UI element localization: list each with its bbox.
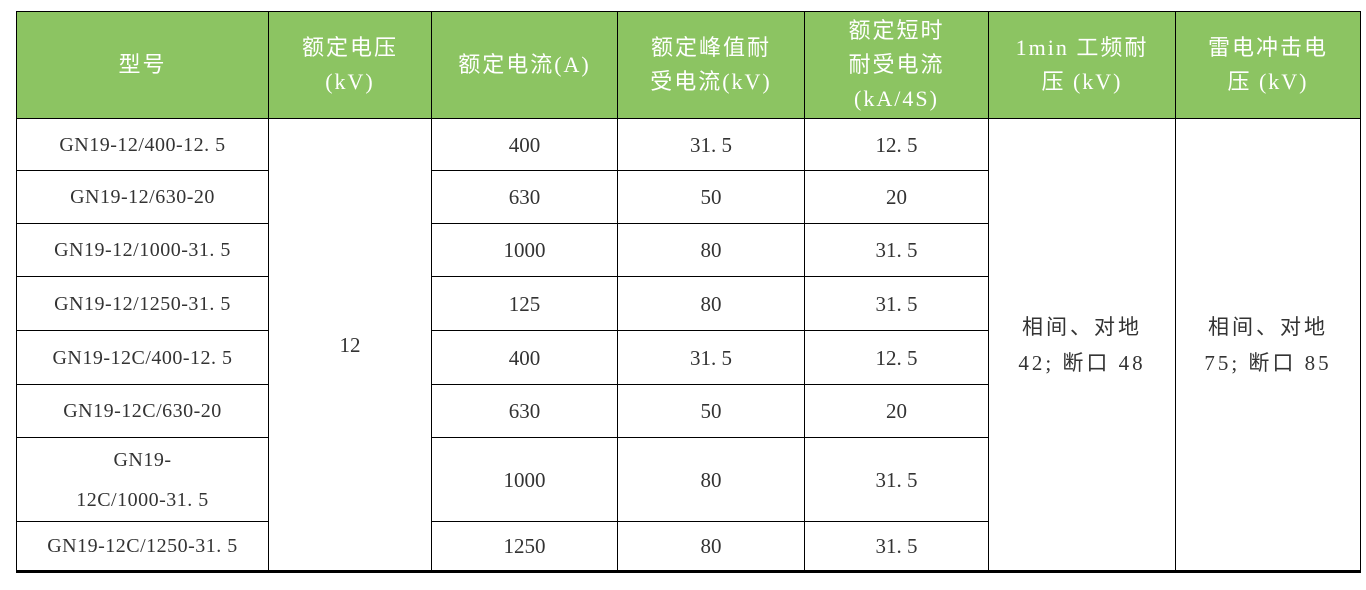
cell-short-time-withstand: 12. 5: [804, 118, 989, 171]
cell-rated-current: 630: [431, 384, 618, 438]
spec-table: 型号 额定电压 (kV) 额定电流(A) 额定峰值耐 受电流(kV) 额定短时 …: [16, 11, 1361, 573]
table-row: GN19-12/1000-31. 5 1000 80 31. 5: [16, 223, 1361, 277]
col-header-lightning-impulse: 雷电冲击电 压 (kV): [1175, 11, 1361, 119]
cell-peak-withstand: 31. 5: [617, 330, 805, 385]
cell-rated-current: 400: [431, 330, 618, 385]
cell-model: GN19-12C/400-12. 5: [16, 330, 269, 385]
cell-peak-withstand: 31. 5: [617, 118, 805, 171]
cell-short-time-withstand: 12. 5: [804, 330, 989, 385]
table-header-row: 型号 额定电压 (kV) 额定电流(A) 额定峰值耐 受电流(kV) 额定短时 …: [16, 11, 1361, 119]
cell-rated-current: 400: [431, 118, 618, 171]
cell-peak-withstand: 80: [617, 521, 805, 573]
cell-power-freq-merged: 相间、对地 42; 断口 48: [988, 118, 1176, 572]
cell-short-time-withstand: 31. 5: [804, 223, 989, 277]
cell-model: GN19-12/400-12. 5: [16, 118, 269, 171]
cell-model: GN19-12/630-20: [16, 170, 269, 224]
col-header-model: 型号: [16, 11, 269, 119]
cell-short-time-withstand: 20: [804, 384, 989, 438]
cell-model: GN19-12/1250-31. 5: [16, 276, 269, 331]
table-row: GN19-12/400-12. 5 12 400 31. 5 12. 5 相间、…: [16, 118, 1361, 572]
cell-peak-withstand: 80: [617, 223, 805, 277]
cell-peak-withstand: 80: [617, 276, 805, 331]
cell-rated-current: 1000: [431, 223, 618, 277]
cell-short-time-withstand: 31. 5: [804, 521, 989, 573]
cell-rated-current: 125: [431, 276, 618, 331]
cell-short-time-withstand: 20: [804, 170, 989, 224]
col-header-peak-withstand: 额定峰值耐 受电流(kV): [617, 11, 805, 119]
cell-peak-withstand: 50: [617, 170, 805, 224]
col-header-rated-current: 额定电流(A): [431, 11, 618, 119]
cell-model: GN19-12C/630-20: [16, 384, 269, 438]
cell-peak-withstand: 50: [617, 384, 805, 438]
cell-rated-voltage-merged: 12: [268, 118, 432, 572]
cell-rated-current: 1250: [431, 521, 618, 573]
col-header-short-time-withstand: 额定短时 耐受电流 (kA/4S): [804, 11, 989, 119]
cell-short-time-withstand: 31. 5: [804, 276, 989, 331]
cell-rated-current: 1000: [431, 437, 618, 522]
cell-peak-withstand: 80: [617, 437, 805, 522]
table-row: GN19-12C/1250-31. 5 1250 80 31. 5: [16, 521, 1361, 573]
table-row: GN19-12/630-20 630 50 20: [16, 170, 1361, 224]
cell-short-time-withstand: 31. 5: [804, 437, 989, 522]
cell-model: GN19- 12C/1000-31. 5: [16, 437, 269, 522]
cell-model: GN19-12C/1250-31. 5: [16, 521, 269, 573]
table-row: GN19-12C/400-12. 5 400 31. 5 12. 5: [16, 330, 1361, 385]
table-row: GN19- 12C/1000-31. 5 1000 80 31. 5: [16, 437, 1361, 522]
col-header-rated-voltage: 额定电压 (kV): [268, 11, 432, 119]
cell-model: GN19-12/1000-31. 5: [16, 223, 269, 277]
col-header-power-freq-withstand: 1min 工频耐 压 (kV): [988, 11, 1176, 119]
cell-lightning-merged: 相间、对地 75; 断口 85: [1175, 118, 1361, 572]
cell-rated-current: 630: [431, 170, 618, 224]
table-row: GN19-12/1250-31. 5 125 80 31. 5: [16, 276, 1361, 331]
